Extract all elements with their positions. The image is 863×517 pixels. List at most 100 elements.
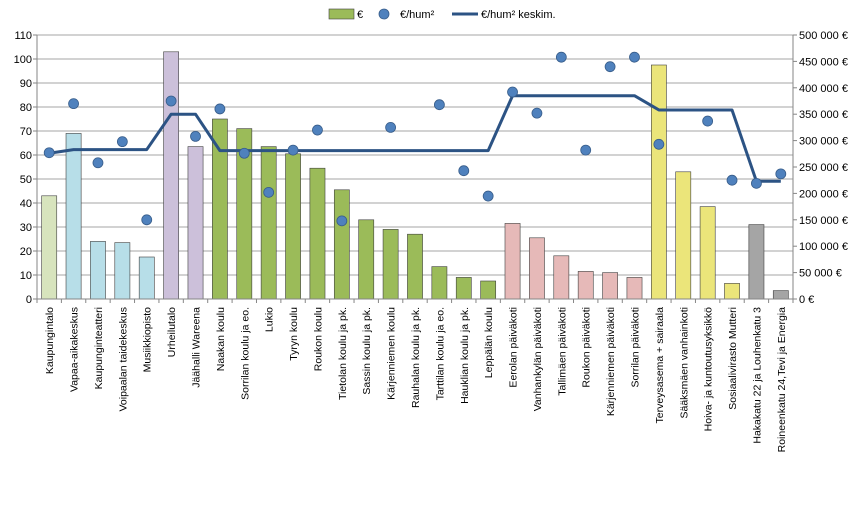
left-axis-tick-label: 70 bbox=[20, 126, 32, 138]
category-label: Sorrilan koulu ja eo. bbox=[239, 307, 251, 400]
bar bbox=[260, 146, 277, 300]
category-label: Voipaalan taidekeskus bbox=[117, 307, 129, 412]
left-axis-tick-label: 110 bbox=[14, 30, 32, 42]
data-point bbox=[190, 130, 201, 142]
data-point bbox=[433, 99, 445, 111]
bar bbox=[455, 277, 472, 300]
left-axis-tick-label: 40 bbox=[20, 198, 32, 210]
data-point bbox=[336, 215, 348, 227]
data-point bbox=[775, 168, 787, 180]
right-axis-tick-label: 350 000 € bbox=[799, 109, 848, 121]
average-line bbox=[48, 94, 781, 183]
bar bbox=[772, 290, 789, 300]
bar-series bbox=[41, 51, 789, 300]
category-label: Roukon koulu bbox=[312, 307, 324, 371]
category-label: Jäähalli Wareena bbox=[191, 307, 203, 388]
bar bbox=[577, 271, 594, 300]
category-label: Lukio bbox=[264, 307, 276, 332]
category-label: Tietolan koulu ja pk. bbox=[337, 307, 349, 400]
bar bbox=[626, 277, 643, 300]
category-label: Rauhalan koulu ja pk. bbox=[410, 307, 422, 408]
right-axis-tick-label: 450 000 € bbox=[799, 56, 848, 68]
category-label: Hoiva- ja kuntoutusyksikkö bbox=[703, 307, 715, 431]
category-label: Urheilutalo bbox=[166, 307, 178, 357]
data-point bbox=[116, 136, 128, 148]
data-point bbox=[531, 107, 543, 119]
bar bbox=[285, 153, 301, 300]
data-point bbox=[238, 147, 250, 159]
right-axis-tick-label: 150 000 € bbox=[799, 215, 848, 227]
data-point bbox=[726, 174, 738, 186]
right-axis-tick-label: 400 000 € bbox=[799, 83, 848, 95]
axes bbox=[33, 34, 797, 303]
left-axis-tick-label: 100 bbox=[14, 54, 32, 66]
data-point bbox=[165, 95, 177, 107]
data-point bbox=[385, 122, 397, 133]
left-axis-tick-label: 10 bbox=[20, 270, 32, 282]
data-point bbox=[68, 98, 79, 110]
category-label: Tallimäen päiväkoti bbox=[556, 307, 568, 396]
bar bbox=[724, 283, 740, 300]
bar bbox=[114, 242, 131, 300]
data-point bbox=[580, 144, 592, 156]
category-labels: Kaupungintalo Vapaa-aikakeskus Kaupunginte… bbox=[44, 307, 788, 453]
data-point bbox=[92, 157, 104, 169]
category-label: Tyryn koulu bbox=[288, 307, 300, 361]
data-point bbox=[702, 115, 714, 127]
legend: € €/hum² €/hum² keskim. bbox=[328, 8, 556, 21]
data-point bbox=[629, 51, 640, 63]
bar bbox=[333, 189, 350, 300]
category-label: Musiikkiopisto bbox=[142, 307, 154, 373]
bar bbox=[382, 229, 399, 300]
bar bbox=[41, 195, 58, 300]
category-label: Sorrilan päiväkoti bbox=[629, 307, 641, 388]
legend-label: €/hum² keskim. bbox=[481, 9, 556, 21]
data-point bbox=[312, 124, 323, 136]
right-axis-tick-label: 100 000 € bbox=[799, 241, 848, 253]
category-label: Eerolan päiväkoti bbox=[508, 307, 520, 388]
gridlines bbox=[37, 34, 793, 276]
left-axis-tick-label: 80 bbox=[20, 102, 32, 114]
bar bbox=[90, 241, 106, 300]
left-axis-tick-label: 30 bbox=[20, 222, 32, 234]
category-label: Roukon päiväkoti bbox=[581, 307, 593, 388]
category-label: Sääksmäen vanhainkoti bbox=[678, 307, 690, 419]
left-axis-tick-label: 0 bbox=[26, 294, 32, 306]
bar bbox=[675, 171, 692, 300]
right-axis-tick-label: 300 000 € bbox=[799, 136, 848, 148]
category-label: Kaupunginteatteri bbox=[93, 307, 105, 389]
left-axis-tick-label: 90 bbox=[20, 78, 32, 90]
bar bbox=[553, 255, 570, 300]
right-axis-tick-label: 0 € bbox=[799, 294, 814, 306]
bar bbox=[163, 51, 179, 300]
data-point bbox=[141, 214, 153, 226]
right-axis-tick-label: 200 000 € bbox=[799, 188, 848, 200]
right-axis-tick-label: 250 000 € bbox=[799, 162, 848, 174]
category-label: Sosiaalivirasto Mutteri bbox=[727, 307, 739, 410]
category-label: Tarttilan koulu ja eo. bbox=[434, 307, 446, 400]
bar bbox=[699, 206, 716, 300]
bar bbox=[480, 280, 497, 300]
bar bbox=[309, 167, 326, 300]
left-axis-tick-label: 60 bbox=[20, 150, 32, 162]
data-point bbox=[287, 144, 299, 156]
bar bbox=[407, 233, 423, 300]
bar bbox=[212, 118, 228, 300]
bar bbox=[504, 223, 521, 300]
bar bbox=[138, 256, 155, 300]
left-axis-tick-labels: 0 10 20 30 40 50 60 70 80 90 100 110 bbox=[14, 30, 32, 306]
category-label: Hakakatu 22 ja Louhenkatu 3 bbox=[751, 307, 763, 444]
bar bbox=[748, 224, 765, 300]
category-label: Kärjenniemen koulu bbox=[386, 307, 398, 400]
legend-marker-swatch bbox=[378, 8, 390, 20]
bar bbox=[358, 219, 375, 300]
bar bbox=[431, 266, 448, 300]
bar bbox=[187, 146, 204, 300]
category-label: Kaupungintalo bbox=[44, 307, 56, 374]
right-axis-tick-label: 50 000 € bbox=[799, 268, 842, 280]
data-point bbox=[507, 86, 518, 98]
bar bbox=[651, 64, 667, 300]
left-axis-tick-label: 20 bbox=[20, 246, 32, 258]
category-label: Sassin koulu ja pk. bbox=[361, 307, 373, 395]
right-axis-tick-labels: 0 € 50 000 € 100 000 € 150 000 € 200 000 € 25… bbox=[799, 30, 848, 306]
